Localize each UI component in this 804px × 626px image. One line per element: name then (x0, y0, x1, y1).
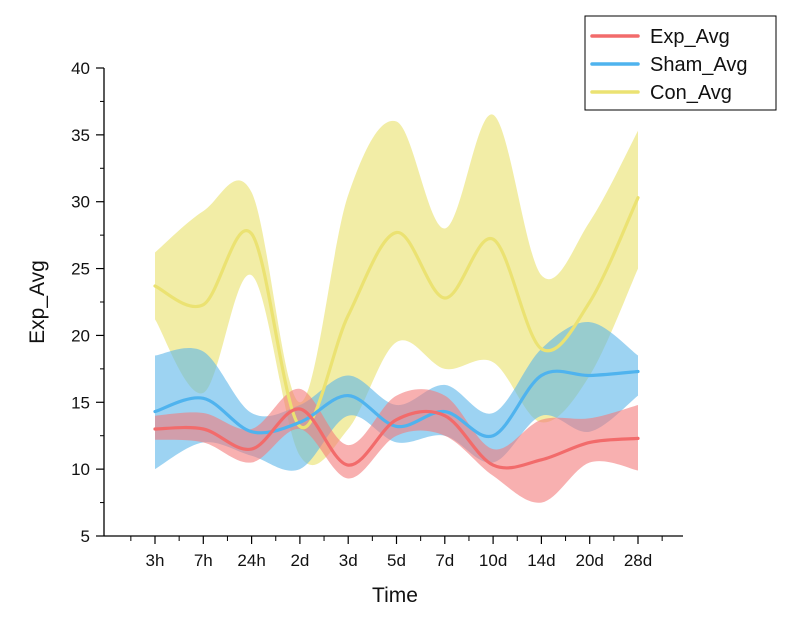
legend-label-con-avg: Con_Avg (650, 82, 732, 104)
line-con-avg (153, 196, 640, 430)
x-tick-label: 3h (146, 551, 165, 570)
x-tick-label: 5d (387, 551, 406, 570)
x-tick-label: 7d (435, 551, 454, 570)
y-tick-label: 25 (71, 260, 90, 279)
x-tick-label: 28d (624, 551, 652, 570)
y-tick-label: 35 (71, 126, 90, 145)
x-tick-label: 2d (290, 551, 309, 570)
legend-label-sham-avg: Sham_Avg (650, 54, 747, 76)
line-sham-avg (153, 369, 640, 439)
x-tick-label: 3d (339, 551, 358, 570)
y-tick-label: 30 (71, 193, 90, 212)
confidence-bands (155, 114, 638, 503)
y-tick-label: 40 (71, 59, 90, 78)
x-tick-label: 14d (527, 551, 555, 570)
x-tick-label: 7h (194, 551, 213, 570)
x-tick-label: 20d (576, 551, 604, 570)
x-axis-ticks: 3h 7h 24h 2d 3d 5d 7d 10d 14d 20d 28d (130, 536, 663, 570)
x-tick-label: 10d (479, 551, 507, 570)
band-exp-avg (155, 388, 638, 503)
y-axis-ticks: 5 10 15 20 25 30 35 40 (71, 59, 104, 546)
band-con-avg (155, 114, 638, 466)
y-tick-label: 10 (71, 460, 90, 479)
x-axis-title: Time (372, 584, 418, 607)
y-axis-title: Exp_Avg (26, 260, 49, 344)
y-tick-label: 5 (81, 527, 90, 546)
x-tick-label: 24h (237, 551, 265, 570)
legend: Exp_Avg Sham_Avg Con_Avg (584, 15, 777, 111)
line-exp-avg (153, 407, 640, 470)
y-tick-label: 15 (71, 393, 90, 412)
series-lines (153, 196, 640, 470)
y-tick-label: 20 (71, 326, 90, 345)
legend-label-exp-avg: Exp_Avg (650, 26, 730, 48)
